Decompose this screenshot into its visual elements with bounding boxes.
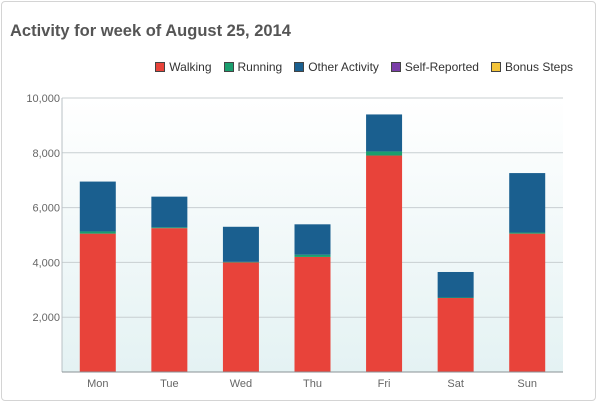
x-tick-label: Thu: [303, 378, 322, 390]
chart-legend: Walking Running Other Activity Self-Repo…: [155, 60, 573, 74]
legend-swatch-running: [223, 62, 234, 72]
legend-label-running: Running: [237, 60, 283, 74]
axes: 2,000 4,000 6,000 8,000 10,000 Mon Tue Wed Thu Fr…: [26, 93, 563, 390]
bar-walking-fri[interactable]: [366, 155, 403, 372]
x-tick-label: Wed: [230, 378, 252, 390]
legend-item-walking[interactable]: Walking: [155, 60, 212, 74]
legend-swatch-walking: [155, 62, 166, 72]
y-tick-label: 10,000: [26, 93, 60, 105]
bar-other-activity-wed[interactable]: [222, 226, 259, 262]
legend-swatch-bonus-steps: [490, 62, 501, 72]
y-tick-label: 6,000: [32, 203, 60, 215]
legend-item-self-reported[interactable]: Self-Reported: [390, 60, 479, 74]
bar-other-activity-sun[interactable]: [509, 173, 546, 233]
bar-running-tue[interactable]: [151, 227, 188, 229]
x-tick-label: Sun: [517, 378, 537, 390]
legend-item-running[interactable]: Running: [223, 60, 283, 74]
bar-running-thu[interactable]: [294, 254, 331, 257]
bar-walking-sun[interactable]: [509, 233, 546, 372]
y-tick-label: 8,000: [32, 148, 60, 160]
y-tick-label: 4,000: [32, 257, 60, 269]
chart-title: Activity for week of August 25, 2014: [10, 22, 291, 40]
bar-running-fri[interactable]: [366, 151, 403, 156]
bars: [79, 114, 546, 372]
legend-item-other-activity[interactable]: Other Activity: [294, 60, 379, 74]
legend-label-self-reported: Self-Reported: [404, 60, 479, 74]
bar-running-sat[interactable]: [437, 297, 474, 299]
legend-item-bonus-steps[interactable]: Bonus Steps: [490, 60, 573, 74]
bar-other-activity-thu[interactable]: [294, 224, 331, 255]
x-tick-label: Tue: [160, 378, 179, 390]
bar-running-mon[interactable]: [79, 231, 116, 234]
bar-running-wed[interactable]: [222, 261, 259, 263]
bar-walking-wed[interactable]: [222, 262, 259, 372]
bar-other-activity-sat[interactable]: [437, 271, 474, 298]
bar-walking-tue[interactable]: [151, 228, 188, 372]
bar-other-activity-tue[interactable]: [151, 196, 188, 228]
y-tick-label: 2,000: [32, 312, 60, 324]
legend-label-walking: Walking: [169, 60, 212, 74]
x-tick-label: Fri: [378, 378, 391, 390]
bar-other-activity-mon[interactable]: [79, 181, 116, 232]
bar-walking-thu[interactable]: [294, 256, 331, 372]
legend-label-bonus-steps: Bonus Steps: [504, 60, 573, 74]
bar-other-activity-fri[interactable]: [366, 114, 403, 152]
legend-swatch-self-reported: [390, 62, 401, 72]
x-tick-label: Sat: [447, 378, 464, 390]
legend-swatch-other-activity: [294, 62, 305, 72]
legend-label-other-activity: Other Activity: [308, 60, 379, 74]
x-tick-label: Mon: [87, 378, 108, 390]
bar-walking-mon[interactable]: [79, 233, 116, 372]
bar-walking-sat[interactable]: [437, 298, 474, 372]
bar-running-sun[interactable]: [509, 232, 546, 234]
